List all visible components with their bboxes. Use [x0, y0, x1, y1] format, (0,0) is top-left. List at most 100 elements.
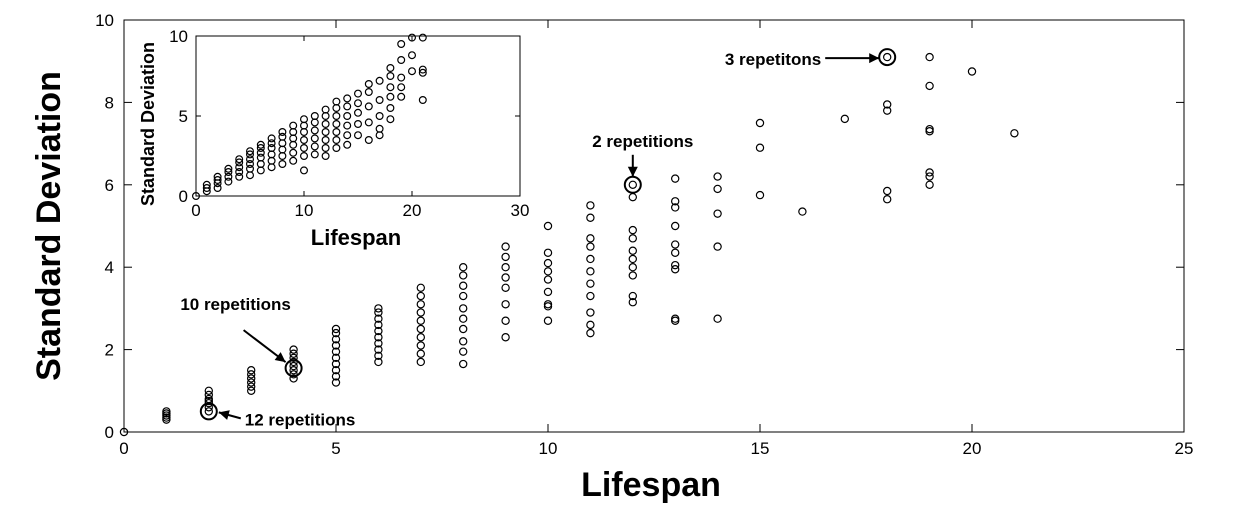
main-data-point	[671, 197, 680, 206]
main-data-point	[713, 209, 722, 218]
inset-data-point	[332, 111, 341, 120]
main-y-tick-label: 4	[105, 258, 114, 277]
main-data-point	[331, 372, 341, 381]
main-data-point	[289, 345, 298, 354]
inset-data-point	[364, 136, 373, 145]
annotation-highlight-ring	[284, 359, 303, 378]
main-data-point	[501, 263, 510, 272]
main-data-point	[628, 225, 638, 235]
main-data-point	[925, 168, 934, 177]
main-chart: 0 5 10 15 20 25 0 2 4 6 8 10 3 repetitons 2 repetit…	[30, 11, 1193, 504]
inset-x-tick-label: 20	[403, 201, 422, 220]
inset-data-point	[375, 124, 384, 133]
main-data-point	[246, 366, 256, 375]
inset-x-axis: 0 10 20 30	[191, 36, 529, 220]
main-data-point	[246, 374, 256, 383]
annotation-highlight-ring	[623, 175, 642, 194]
main-data-point	[289, 366, 298, 375]
inset-y-tick-label: 10	[169, 27, 188, 46]
inset-data-point	[418, 65, 427, 74]
main-data-point	[501, 252, 510, 262]
inset-data-point	[235, 158, 244, 167]
inset-data-point	[321, 152, 330, 161]
main-data-point	[416, 316, 425, 325]
inset-data-point	[310, 142, 319, 151]
main-data-point	[586, 254, 595, 264]
main-x-tick-label: 5	[331, 439, 340, 458]
main-x-tick-label: 25	[1175, 439, 1194, 458]
inset-data-point	[354, 99, 363, 108]
main-data-point	[459, 263, 468, 272]
main-data-point	[501, 316, 510, 325]
main-data-point	[374, 339, 383, 348]
main-data-point	[416, 357, 425, 367]
main-x-axis: 0 5 10 15 20 25	[119, 20, 1193, 458]
main-data-point	[459, 324, 468, 334]
main-data-point	[883, 100, 892, 109]
main-data-point	[501, 273, 510, 282]
main-data-point	[416, 324, 425, 334]
main-data-point	[543, 316, 553, 325]
main-data-point	[374, 326, 383, 336]
inset-data-point	[278, 132, 287, 141]
main-data-point	[459, 347, 468, 356]
main-data-point	[331, 347, 341, 356]
main-data-point	[925, 81, 934, 91]
inset-data-point	[397, 39, 406, 48]
inset-data-point	[246, 150, 255, 159]
main-data-point	[967, 67, 977, 76]
inset-x-axis-title: Lifespan	[311, 225, 401, 250]
inset-data-point	[246, 155, 255, 164]
main-data-point	[543, 258, 553, 268]
main-y-tick-label: 8	[105, 93, 114, 112]
inset-data-point	[354, 108, 363, 117]
main-data-point	[374, 345, 383, 354]
annotation-arrowhead	[869, 53, 880, 64]
inset-data-point	[310, 134, 319, 143]
main-data-point	[331, 353, 341, 363]
main-data-point	[628, 192, 638, 202]
annotation-label: 2 repetitions	[592, 132, 693, 151]
main-data-point	[543, 221, 553, 231]
main-data-point	[331, 378, 341, 387]
inset-data-point	[202, 184, 211, 193]
main-data-point	[331, 324, 341, 334]
main-data-point	[586, 213, 595, 222]
main-data-point	[628, 180, 638, 189]
annotation-label: 12 repetitions	[245, 410, 356, 429]
inset-y-axis: 0 5 10	[169, 27, 520, 206]
inset-data-point	[321, 105, 330, 114]
main-x-tick-label: 15	[751, 439, 770, 458]
main-data-point	[671, 240, 680, 249]
inset-data-point	[343, 94, 352, 103]
inset-data-point	[235, 168, 244, 177]
main-data-point	[459, 337, 468, 346]
inset-data-point	[364, 118, 373, 127]
inset-data-point	[246, 147, 255, 156]
main-data-point	[586, 267, 595, 276]
main-data-point	[416, 300, 425, 309]
main-data-point	[416, 341, 425, 350]
main-data-point	[459, 281, 468, 290]
main-data-point	[840, 114, 850, 124]
inset-data-point	[375, 95, 384, 104]
main-points	[119, 52, 1019, 437]
inset-points	[192, 33, 427, 201]
inset-data-point	[256, 144, 265, 153]
main-data-point	[331, 359, 341, 369]
main-data-point	[628, 254, 638, 264]
inset-data-point	[267, 134, 276, 143]
annotation-arrowhead	[627, 166, 638, 177]
inset-data-point	[354, 131, 363, 140]
main-data-point	[204, 386, 213, 395]
inset-data-point	[418, 33, 427, 42]
inset-data-point	[213, 172, 222, 181]
inset-data-point	[310, 126, 319, 135]
inset-data-point	[375, 111, 384, 120]
inset-data-point	[192, 192, 201, 201]
main-x-tick-label: 0	[119, 439, 128, 458]
inset-data-point	[321, 144, 330, 153]
main-data-point	[586, 279, 595, 288]
inset-data-point	[267, 144, 276, 153]
main-data-point	[289, 374, 298, 383]
